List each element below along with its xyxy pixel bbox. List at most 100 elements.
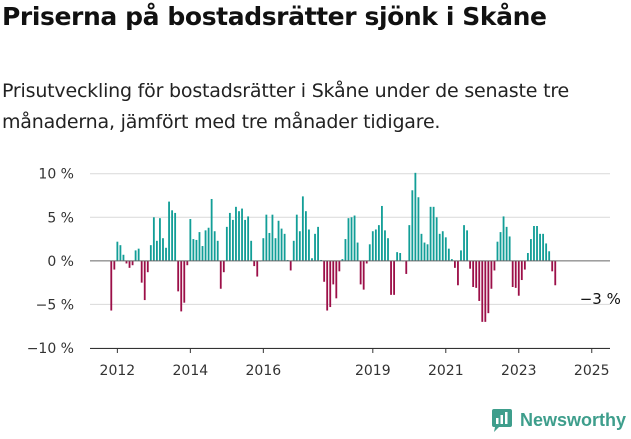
bar [405,260,408,274]
bar [143,260,146,301]
bar [493,260,496,271]
axes: −10 % −5 % 0 % 5 % 10 % 2012 2014 2016 2019 2021 2… [27,167,610,379]
bar [250,240,253,261]
bar [374,229,377,261]
bar [356,242,359,261]
bar [338,260,341,272]
bar [207,227,210,261]
bar [295,214,298,261]
bar [514,260,517,288]
bar [481,260,484,322]
bar [484,260,487,322]
bar [396,252,399,261]
y-tick-label: −5 % [36,297,74,313]
bar [530,239,532,261]
bar [289,260,292,271]
bar [235,206,237,261]
bar [353,215,356,261]
bar [113,260,116,270]
bar [152,217,155,261]
bar [268,232,271,261]
bar [350,217,353,261]
last-value-label: −3 % [580,290,621,308]
x-tick-label: 2014 [173,363,209,379]
bar [533,226,535,261]
bar [545,243,548,261]
bar [265,214,268,261]
bar [399,253,402,261]
annotations: −3 % [580,290,621,308]
bar [308,229,310,261]
bar [408,225,411,261]
bar [332,260,335,285]
bar [323,260,326,282]
y-tick-label: −10 % [27,341,74,357]
bar [526,253,529,261]
bar [292,240,295,261]
bar [274,238,277,261]
bar [381,205,383,261]
bar [517,260,520,296]
bar [423,242,426,261]
bar [457,260,459,286]
bar [228,212,231,261]
x-tick-label: 2021 [428,363,464,379]
bar [283,233,286,261]
bar [204,230,207,261]
bar [432,206,435,261]
bar [508,236,511,261]
bar [271,214,274,261]
bar [241,208,243,261]
bar [487,260,490,314]
bar [225,226,228,261]
bar [502,216,505,261]
bar [244,219,246,261]
bar [247,216,250,261]
bar [490,260,493,289]
bar [511,260,514,287]
bar [162,238,164,261]
bar [189,219,192,261]
bar [213,231,216,261]
bar [201,246,204,261]
bar [478,260,481,301]
bar [420,233,423,261]
bar [146,260,149,273]
bar [441,231,444,261]
bar [463,225,465,261]
bar [183,260,186,303]
bar [137,248,140,261]
bar [390,260,392,295]
brand-name: Newsworthy [519,409,626,430]
bar [466,230,468,261]
bar [125,260,128,264]
bar [454,260,456,268]
bar [450,259,453,261]
bar [131,260,134,266]
bar [180,260,183,312]
bar [210,198,213,261]
bar [460,250,462,261]
brand-logo[interactable]: Newsworthy [490,407,626,433]
bar [539,233,541,261]
bar [426,244,429,261]
bar-chart-logo-icon [491,409,512,432]
bar [171,210,174,261]
bar [232,219,234,261]
bar [371,231,374,261]
bar [165,247,167,261]
chart-title: Priserna på bostadsrätter sjönk i Skåne [2,2,547,31]
bar [469,260,472,269]
bar [238,211,240,261]
bar [414,172,417,261]
bar [128,260,131,268]
bar [298,231,301,261]
bar [505,226,508,261]
bar [447,248,450,261]
bar [377,225,380,261]
bar [411,190,414,261]
bar [262,238,265,261]
bar [444,237,447,261]
chart-subtitle: Prisutveckling för bostadsrätter i Skåne… [2,80,570,133]
